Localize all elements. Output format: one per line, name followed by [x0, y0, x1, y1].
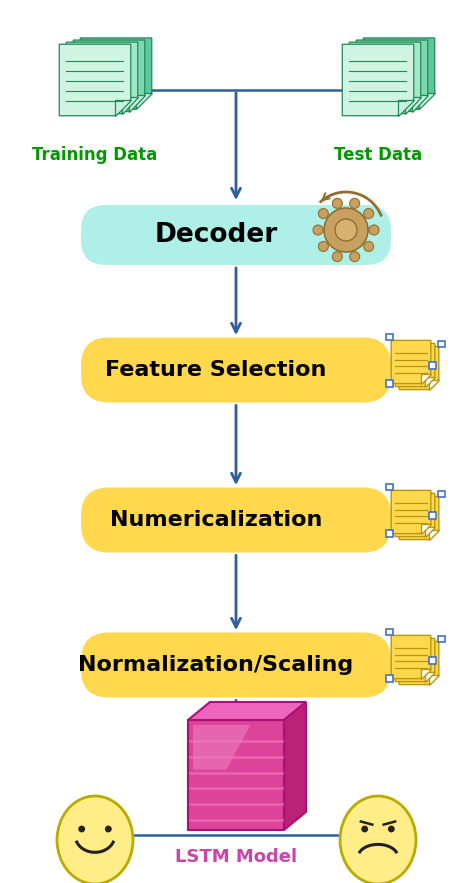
Polygon shape	[59, 44, 131, 116]
Bar	[386, 484, 393, 490]
Polygon shape	[425, 376, 435, 387]
Bar	[386, 675, 393, 682]
Bar	[386, 381, 393, 387]
FancyBboxPatch shape	[81, 487, 391, 553]
Polygon shape	[399, 641, 439, 684]
Polygon shape	[412, 95, 428, 111]
Polygon shape	[193, 725, 251, 769]
Polygon shape	[363, 38, 435, 109]
Polygon shape	[80, 38, 152, 109]
FancyBboxPatch shape	[81, 205, 391, 265]
Polygon shape	[395, 638, 435, 682]
Circle shape	[324, 208, 368, 252]
Polygon shape	[188, 702, 306, 720]
Polygon shape	[399, 346, 439, 389]
Circle shape	[332, 199, 342, 208]
Text: LSTM Model: LSTM Model	[175, 848, 297, 866]
Bar	[438, 341, 445, 347]
Polygon shape	[342, 44, 414, 116]
Polygon shape	[284, 702, 306, 830]
Polygon shape	[135, 94, 152, 109]
Bar	[430, 362, 436, 369]
Polygon shape	[349, 42, 421, 114]
Bar	[430, 512, 436, 519]
Polygon shape	[395, 494, 435, 537]
Polygon shape	[399, 496, 439, 540]
Polygon shape	[391, 341, 431, 383]
Circle shape	[105, 826, 112, 833]
Circle shape	[313, 225, 323, 235]
Polygon shape	[429, 675, 439, 684]
Polygon shape	[419, 94, 435, 109]
Ellipse shape	[340, 796, 416, 883]
Ellipse shape	[57, 796, 133, 883]
Text: Normalization/Scaling: Normalization/Scaling	[78, 655, 354, 675]
Bar	[386, 531, 393, 537]
Polygon shape	[421, 524, 431, 533]
Circle shape	[369, 225, 379, 235]
Polygon shape	[429, 530, 439, 540]
Circle shape	[363, 208, 374, 218]
Polygon shape	[397, 100, 414, 116]
Text: Training Data: Training Data	[33, 146, 158, 164]
Polygon shape	[395, 343, 435, 387]
Circle shape	[361, 826, 368, 833]
Polygon shape	[425, 671, 435, 682]
Polygon shape	[429, 380, 439, 389]
Bar	[438, 636, 445, 642]
Circle shape	[318, 241, 329, 252]
Bar	[430, 657, 436, 664]
Polygon shape	[188, 720, 284, 830]
Text: Decoder: Decoder	[154, 222, 278, 248]
Text: Feature Selection: Feature Selection	[105, 360, 327, 380]
Circle shape	[332, 252, 342, 261]
Circle shape	[335, 219, 357, 241]
Bar	[386, 629, 393, 635]
Circle shape	[363, 241, 374, 252]
Text: Test Data: Test Data	[334, 146, 422, 164]
Polygon shape	[356, 40, 428, 111]
Bar	[386, 334, 393, 340]
Polygon shape	[421, 668, 431, 679]
Circle shape	[388, 826, 395, 833]
FancyBboxPatch shape	[81, 337, 391, 403]
Polygon shape	[73, 40, 145, 111]
Circle shape	[350, 199, 360, 208]
Polygon shape	[128, 95, 145, 111]
Polygon shape	[121, 97, 138, 114]
Polygon shape	[66, 42, 138, 114]
Polygon shape	[405, 97, 421, 114]
Circle shape	[350, 252, 360, 261]
Polygon shape	[391, 490, 431, 533]
Polygon shape	[391, 636, 431, 679]
FancyBboxPatch shape	[81, 632, 391, 698]
Circle shape	[78, 826, 85, 833]
Circle shape	[318, 208, 329, 218]
Polygon shape	[425, 526, 435, 537]
Bar	[438, 491, 445, 497]
Text: Numericalization: Numericalization	[110, 510, 322, 530]
Polygon shape	[115, 100, 131, 116]
Polygon shape	[421, 374, 431, 383]
